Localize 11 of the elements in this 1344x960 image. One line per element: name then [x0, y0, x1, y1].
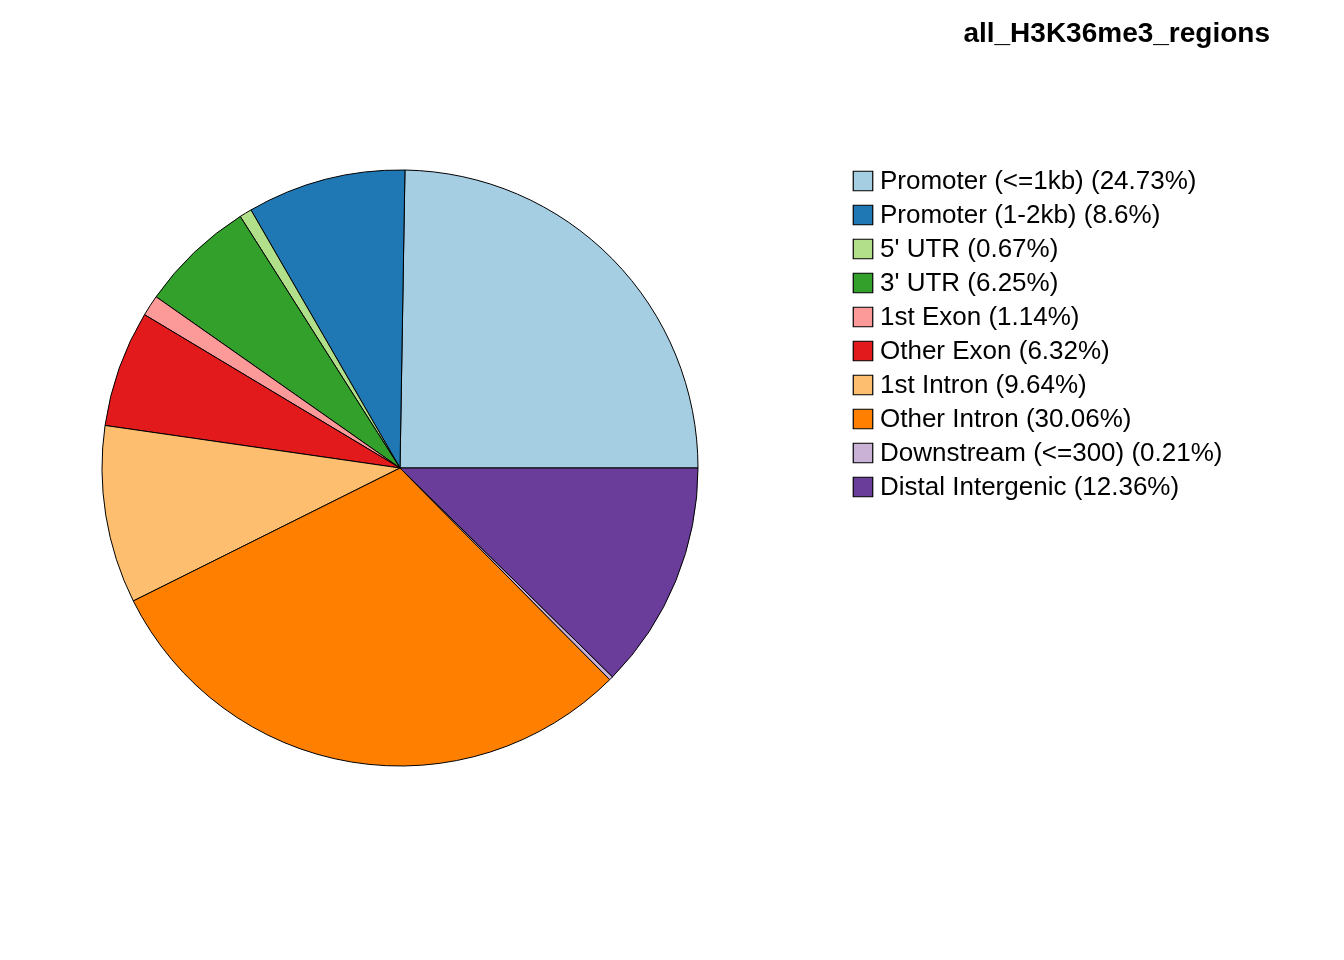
legend-label: Promoter (1-2kb) (8.6%): [880, 199, 1161, 229]
legend-label: 1st Exon (1.14%): [880, 301, 1080, 331]
chart-title: all_H3K36me3_regions: [963, 17, 1270, 48]
legend-label: 1st Intron (9.64%): [880, 369, 1087, 399]
legend-label: Downstream (<=300) (0.21%): [880, 437, 1223, 467]
legend-label: Promoter (<=1kb) (24.73%): [880, 165, 1197, 195]
legend-label: Distal Intergenic (12.36%): [880, 471, 1180, 501]
legend-label: Other Exon (6.32%): [880, 335, 1110, 365]
legend-label: 3' UTR (6.25%): [880, 267, 1059, 297]
legend-label: 5' UTR (0.67%): [880, 233, 1059, 263]
legend-label: Other Intron (30.06%): [880, 403, 1132, 433]
